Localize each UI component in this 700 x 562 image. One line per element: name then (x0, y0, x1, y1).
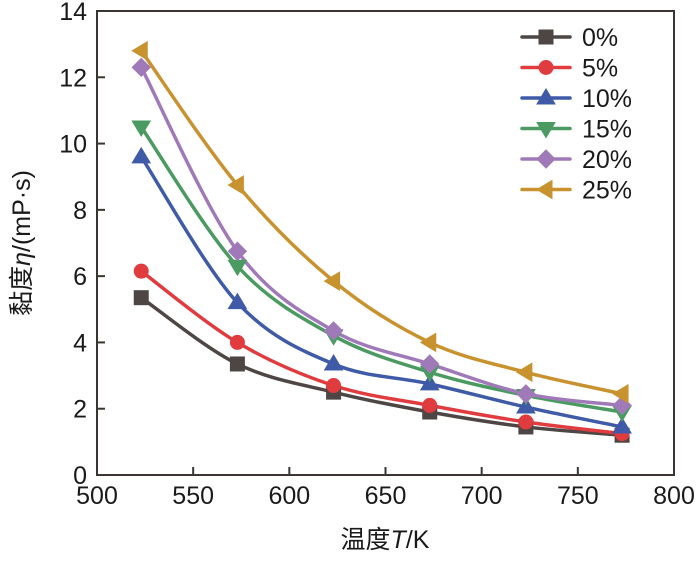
y-tick-label: 4 (73, 329, 87, 357)
y-axis-title: 黏度η/(mP·s) (8, 170, 36, 316)
data-point (419, 332, 437, 353)
data-point (515, 362, 533, 383)
x-tick-label: 800 (653, 482, 695, 510)
series-line-0pct (139, 295, 624, 437)
x-tick-label: 650 (365, 482, 407, 510)
series-lines (139, 49, 624, 437)
data-point (133, 290, 149, 306)
data-point (227, 292, 248, 310)
data-point (326, 378, 342, 394)
legend-marker-triangle-up (536, 88, 556, 105)
data-point (323, 321, 344, 341)
legend-label: 10% (582, 85, 632, 113)
legend-label: 0% (582, 24, 618, 52)
series-markers-25pct (131, 40, 629, 404)
y-tick-label: 0 (73, 462, 87, 490)
y-axis-title-cn: 黏度 (8, 266, 36, 316)
x-tick-label: 550 (172, 482, 214, 510)
y-axis-title-unit: /(mP·s) (8, 170, 36, 252)
x-tick-label: 700 (461, 482, 503, 510)
legend-label: 15% (582, 116, 632, 144)
legend-label: 25% (582, 177, 632, 205)
legend-label: 5% (582, 55, 618, 83)
data-point (612, 383, 629, 404)
y-tick-label: 14 (59, 0, 87, 26)
x-tick-label: 750 (557, 482, 599, 510)
data-point (131, 120, 152, 137)
data-point (518, 414, 534, 430)
x-axis: 500 550 600 650 700 750 800 (76, 467, 695, 510)
data-point (227, 175, 244, 195)
x-axis-title: 温度T/K (341, 526, 430, 554)
y-tick-label: 12 (59, 64, 87, 92)
data-point (516, 397, 536, 414)
legend-item: 20% (520, 146, 632, 174)
series-markers-0pct (133, 290, 630, 443)
data-point (229, 356, 245, 372)
series-markers-10pct (131, 146, 632, 434)
data-point (323, 353, 344, 371)
data-point (229, 334, 245, 350)
legend-label: 20% (582, 146, 632, 174)
y-tick-label: 2 (73, 396, 87, 424)
legend-marker-circle (538, 60, 554, 75)
legend-item: 10% (520, 85, 632, 113)
data-point (227, 241, 248, 261)
x-axis-title-symbol: T (391, 526, 408, 554)
legend-item: 0% (520, 24, 618, 52)
data-point (323, 271, 341, 291)
legend: 0% 5%10% 15%20% 25% (520, 24, 632, 205)
data-point (612, 416, 632, 434)
data-point (131, 146, 152, 164)
y-axis-title-symbol: η (8, 252, 36, 266)
legend-marker-diamond (536, 149, 556, 169)
legend-marker-triangle-down (536, 122, 556, 139)
data-point (420, 354, 440, 374)
x-tick-label: 500 (76, 482, 118, 510)
x-axis-title-cn: 温度 (341, 526, 391, 554)
x-tick-label: 600 (268, 482, 310, 510)
series-markers-5pct (133, 263, 630, 442)
legend-item: 25% (520, 177, 632, 205)
data-point (131, 40, 148, 61)
y-tick-label: 6 (73, 263, 87, 291)
series-line-5pct (139, 269, 624, 436)
legend-marker-square (538, 29, 554, 45)
legend-marker-triangle-left (536, 179, 553, 200)
x-axis-title-unit: /K (406, 526, 430, 554)
series-markers-20pct (131, 57, 632, 416)
data-point (422, 397, 438, 413)
y-tick-label: 10 (59, 131, 87, 159)
series-markers (131, 40, 632, 443)
y-axis: 0 2 4 6 8 10 12 14 (59, 0, 105, 490)
legend-item: 5% (520, 55, 618, 83)
data-point (133, 263, 149, 279)
data-point (419, 373, 440, 391)
data-point (131, 57, 151, 78)
data-point (516, 384, 536, 404)
y-tick-label: 8 (73, 197, 87, 225)
legend-item: 15% (520, 116, 632, 144)
